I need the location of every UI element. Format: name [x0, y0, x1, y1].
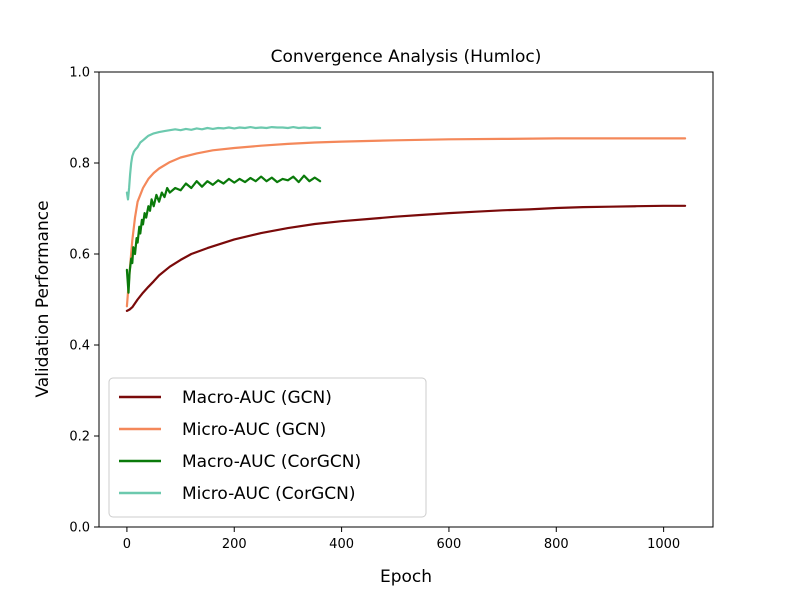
- y-tick-label: 0.4: [69, 339, 90, 354]
- x-tick-label: 0: [123, 537, 131, 552]
- legend: Macro-AUC (GCN) Micro-AUC (GCN) Macro-AUC …: [108, 377, 427, 518]
- y-tick-label: 0.6: [69, 248, 90, 263]
- legend-label-1: Macro-AUC (GCN): [182, 388, 332, 408]
- y-tick-label: 0.2: [69, 430, 90, 445]
- y-tick-label: 0.8: [69, 157, 90, 172]
- y-axis-ticks: 0.0 0.2 0.4 0.6 0.8 1.0: [69, 66, 99, 536]
- x-tick-label: 600: [437, 537, 462, 552]
- x-axis-label: Epoch: [380, 567, 432, 587]
- y-tick-label: 1.0: [69, 66, 90, 81]
- legend-label-2: Micro-AUC (GCN): [182, 420, 326, 440]
- legend-label-4: Micro-AUC (CorGCN): [182, 484, 355, 504]
- plot-frame: [98, 71, 714, 528]
- x-tick-label: 800: [544, 537, 569, 552]
- y-axis-label: Validation Performance: [33, 200, 53, 397]
- y-tick-label: 0.0: [69, 521, 90, 536]
- series-line-1: [125, 204, 687, 312]
- x-tick-label: 200: [222, 537, 247, 552]
- x-axis-ticks: 0 200 400 600 800 1000: [123, 527, 680, 552]
- x-tick-label: 400: [329, 537, 354, 552]
- series-line-4: [125, 125, 322, 201]
- series-line-3: [125, 174, 322, 294]
- series-line-2: [125, 137, 687, 308]
- chart-title: Convergence Analysis (Humloc): [271, 47, 542, 67]
- x-tick-label: 1000: [647, 537, 680, 552]
- plot-lines: [125, 125, 687, 312]
- legend-box: [108, 377, 427, 518]
- legend-label-3: Macro-AUC (CorGCN): [182, 452, 361, 472]
